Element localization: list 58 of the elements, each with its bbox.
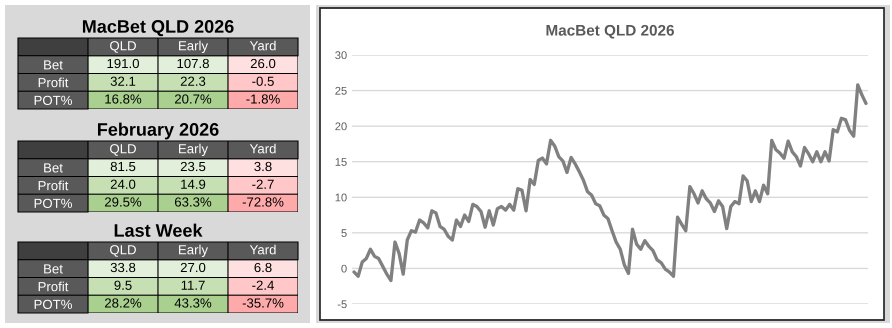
- y-tick-label: 10: [336, 194, 347, 202]
- text: 16.8%: [105, 94, 142, 104]
- line-series: [352, 83, 868, 282]
- text: Last Week: [114, 224, 203, 237]
- text: 11.7: [182, 280, 205, 290]
- text: 22.3: [180, 76, 206, 86]
- text: 33.8: [110, 262, 136, 272]
- text: 191.0: [108, 58, 139, 68]
- chart-title: MacBet QLD 2026: [546, 24, 674, 39]
- category-label: QLD: [110, 245, 136, 257]
- text: 23.5: [180, 162, 206, 172]
- category-label: Bet: [44, 60, 63, 70]
- category-label: Bet: [44, 264, 63, 274]
- text: 63.3%: [174, 197, 212, 207]
- text: 24.0: [110, 180, 136, 189]
- text: February 2026: [98, 122, 219, 140]
- category-label: POT%: [34, 300, 72, 310]
- category-label: Early: [179, 144, 208, 156]
- text: 107.8: [178, 58, 209, 68]
- category-label: POT%: [34, 96, 72, 106]
- text: 28.2%: [104, 298, 142, 308]
- category-label: QLD: [110, 144, 136, 156]
- text: -0.5: [252, 76, 274, 86]
- text: -2.7: [252, 180, 274, 189]
- text: 9.5: [114, 280, 132, 290]
- text: 3.8: [254, 162, 272, 172]
- y-tick-label: 20: [335, 122, 347, 130]
- text: 43.3%: [174, 298, 212, 308]
- category-label: Bet: [44, 163, 63, 173]
- category-label: Yard: [250, 40, 276, 50]
- y-tick-label: -5: [338, 300, 347, 308]
- text: 32.1: [110, 76, 136, 86]
- text: -2.4: [252, 280, 274, 290]
- category-label: Profit: [38, 180, 68, 190]
- category-label: Early: [179, 40, 208, 54]
- text: 14.9: [181, 180, 206, 189]
- category-label: Yard: [250, 144, 276, 154]
- category-label: QLD: [110, 41, 136, 53]
- text: MacBet QLD 2026: [82, 20, 234, 36]
- category-label: Profit: [38, 282, 68, 292]
- y-tick-label: 15: [336, 158, 347, 166]
- y-tick-label: 30: [335, 51, 347, 60]
- text: -72.8%: [242, 197, 284, 207]
- y-tick-label: 0: [341, 264, 347, 273]
- category-label: Yard: [250, 244, 276, 254]
- text: 20.7%: [174, 94, 212, 104]
- y-tick-label: 5: [341, 229, 347, 237]
- text: 29.5%: [104, 197, 142, 207]
- category-label: POT%: [34, 198, 72, 208]
- y-tick-label: 25: [335, 86, 347, 95]
- text: 27.0: [180, 262, 206, 272]
- category-label: Early: [179, 244, 208, 258]
- text: -1.8%: [246, 94, 280, 104]
- category-label: Profit: [38, 78, 68, 88]
- text: 26.0: [250, 58, 276, 68]
- text: -35.7%: [242, 298, 284, 308]
- text: 6.8: [254, 262, 272, 272]
- text: 81.5: [110, 162, 136, 172]
